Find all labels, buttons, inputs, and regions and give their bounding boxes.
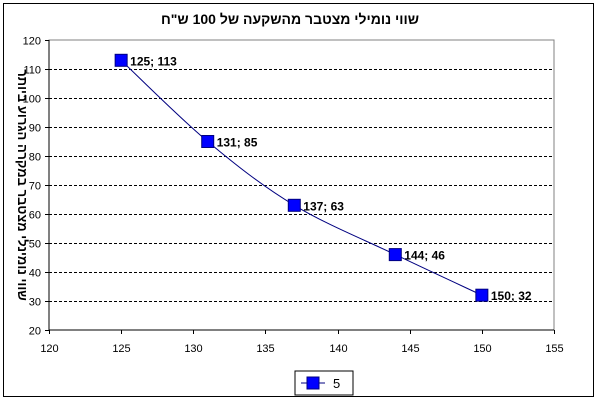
y-tick-label: 20 — [29, 326, 41, 338]
data-point-marker — [475, 288, 489, 302]
data-label: 125; 113 — [130, 54, 177, 68]
x-tick-label: 155 — [545, 343, 563, 355]
y-tick-label: 40 — [29, 268, 41, 280]
y-tick-label: 120 — [23, 36, 41, 48]
grid-lines — [49, 69, 554, 302]
x-tick-label: 125 — [112, 343, 130, 355]
chart-title: שווי נומילי מצטבר מהשקעה של 100 ש"ח — [161, 11, 419, 27]
data-point-marker — [287, 198, 301, 212]
data-point-marker — [388, 248, 402, 262]
y-tick-label: 50 — [29, 239, 41, 251]
legend-entry: 5 — [333, 376, 340, 391]
y-tick-label: 90 — [29, 123, 41, 135]
tick-labels: 20 30 40 50 60 70 80 90 100 110 120 120 125 130 135 140… — [23, 36, 564, 356]
x-tick-label: 120 — [40, 343, 58, 355]
x-tick-label: 135 — [256, 343, 274, 355]
x-tick-label: 150 — [473, 343, 491, 355]
y-tick-label: 70 — [29, 181, 41, 193]
y-tick-label: 80 — [29, 152, 41, 164]
y-axis-label: שווי נומינלי מצטבר במקרה הגרוע ביותר — [15, 69, 30, 300]
data-label: 131; 85 — [217, 136, 258, 150]
data-point-marker — [201, 135, 215, 148]
data-label: 137; 63 — [303, 199, 344, 213]
data-label: 144; 46 — [404, 249, 445, 263]
legend: 5 — [294, 370, 354, 396]
data-point-marker — [114, 53, 128, 67]
data-labels: 125; 113 131; 85 137; 63 144; 46 150; 32 — [130, 54, 532, 303]
axes — [45, 40, 555, 334]
series-markers — [114, 53, 489, 302]
y-tick-label: 110 — [23, 65, 41, 77]
y-tick-label: 60 — [29, 210, 41, 222]
y-tick-label: 100 — [23, 94, 41, 106]
x-tick-label: 130 — [184, 343, 202, 355]
x-tick-label: 145 — [401, 343, 419, 355]
y-tick-label: 30 — [29, 297, 41, 309]
data-label: 150; 32 — [491, 289, 532, 303]
x-tick-label: 140 — [329, 343, 347, 355]
legend-marker — [306, 376, 320, 390]
